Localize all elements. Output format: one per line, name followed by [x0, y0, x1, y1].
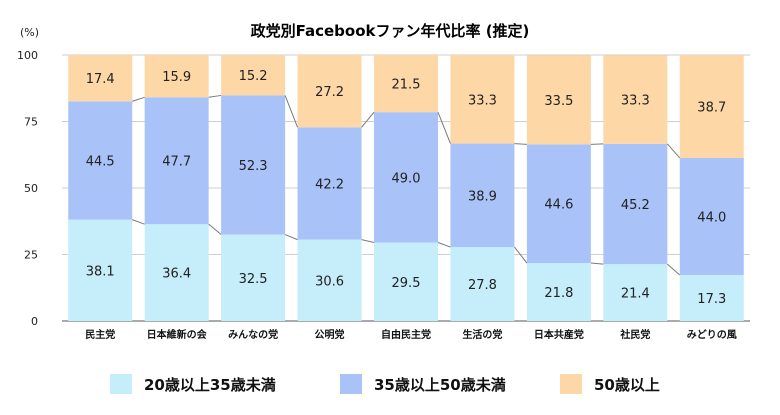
- bar-segment: [603, 264, 668, 321]
- connector-line: [361, 239, 375, 244]
- connector-line: [361, 111, 375, 128]
- bars: [68, 55, 744, 321]
- connector-line: [590, 143, 604, 145]
- connector-line: [514, 143, 527, 145]
- data-label: 17.3: [697, 292, 726, 307]
- x-tick-label: 日本維新の会: [147, 328, 207, 341]
- bar-segment: [68, 101, 133, 220]
- bar-segment: [68, 55, 133, 102]
- data-label: 27.8: [468, 278, 497, 293]
- chart-title: 政党別Facebookファン年代比率 (推定): [251, 22, 530, 40]
- y-tick-label: 0: [31, 315, 38, 328]
- data-label: 38.7: [697, 100, 726, 115]
- bar-segment: [144, 224, 209, 321]
- y-axis-unit: (%): [20, 26, 39, 39]
- legend-swatch: [560, 374, 582, 394]
- bar-segment: [450, 143, 515, 248]
- data-label: 29.5: [392, 276, 421, 291]
- bar-segment: [221, 55, 286, 96]
- bar-segment: [679, 55, 744, 158]
- x-tick-label: みんなの党: [228, 328, 278, 341]
- bar-segment: [68, 219, 133, 321]
- data-label: 44.6: [544, 198, 573, 213]
- bar-segment: [144, 55, 209, 98]
- legend-label: 35歳以上50歳未満: [374, 376, 506, 394]
- data-label: 15.9: [162, 70, 191, 85]
- legend: 20歳以上35歳未満 35歳以上50歳未満 50歳以上: [110, 374, 660, 394]
- data-label: 30.6: [315, 274, 344, 289]
- y-axis-ticks: 0 25 50 75 100: [17, 49, 38, 328]
- connector-lines: [132, 94, 681, 276]
- connector-line: [667, 263, 681, 276]
- legend-swatch: [110, 374, 132, 394]
- bar-segment: [526, 263, 591, 321]
- x-tick-label: みどりの風: [687, 328, 737, 341]
- bar-segment: [679, 157, 744, 275]
- data-label: 49.0: [392, 171, 421, 186]
- x-axis-ticks: 民主党 日本維新の会 みんなの党 公明党 自由民主党 生活の党 日本共産党 社民党 みどりの風: [85, 328, 737, 341]
- legend-label: 50歳以上: [594, 376, 660, 394]
- x-tick-label: 公明党: [315, 328, 345, 341]
- data-label: 52.3: [239, 159, 268, 174]
- bar-segment: [526, 144, 591, 264]
- bar-segment: [221, 234, 286, 321]
- x-tick-label: 民主党: [85, 328, 115, 341]
- bar-segment: [297, 239, 362, 321]
- data-label: 47.7: [162, 155, 191, 170]
- bar-segment: [297, 127, 362, 240]
- x-tick-label: 生活の党: [462, 328, 502, 341]
- connector-line: [666, 143, 681, 159]
- connector-line: [284, 234, 298, 241]
- data-label: 27.2: [315, 85, 344, 100]
- data-label: 45.2: [621, 198, 650, 213]
- legend-label: 20歳以上35歳未満: [144, 376, 276, 394]
- bar-segment: [603, 55, 668, 144]
- bar-segment: [297, 55, 362, 128]
- connector-line: [132, 96, 145, 102]
- bar-segment: [526, 55, 591, 145]
- data-label: 21.4: [621, 287, 650, 302]
- y-tick-label: 25: [24, 249, 38, 262]
- bar-segment: [450, 55, 515, 144]
- data-label: 33.3: [468, 93, 497, 108]
- legend-swatch: [340, 374, 362, 394]
- y-tick-label: 50: [24, 182, 38, 195]
- data-label: 38.1: [86, 264, 115, 279]
- connector-line: [437, 112, 451, 144]
- data-label: 36.4: [162, 267, 191, 282]
- data-label: 38.9: [468, 189, 497, 204]
- connector-line: [208, 94, 222, 98]
- connector-line: [284, 95, 299, 128]
- bar-segment: [374, 112, 438, 243]
- data-label: 33.3: [621, 94, 650, 109]
- data-label: 21.8: [544, 286, 573, 301]
- data-label: 42.2: [315, 177, 344, 192]
- bar-segment: [450, 247, 515, 321]
- data-label: 44.5: [86, 154, 115, 169]
- x-tick-label: 自由民主党: [381, 328, 431, 341]
- bar-segment: [374, 55, 438, 113]
- y-tick-label: 75: [24, 116, 38, 129]
- y-tick-label: 100: [17, 49, 38, 62]
- data-label: 21.5: [392, 78, 421, 93]
- data-label: 15.2: [239, 69, 268, 84]
- bar-segment: [374, 242, 438, 321]
- connector-line: [208, 223, 222, 235]
- data-label: 32.5: [239, 272, 268, 287]
- data-label: 33.5: [544, 94, 573, 109]
- x-tick-label: 社民党: [619, 328, 650, 341]
- connector-line: [437, 242, 451, 248]
- connector-line: [132, 219, 145, 225]
- bar-segment: [679, 274, 744, 321]
- data-label: 44.0: [697, 210, 726, 225]
- connector-line: [590, 262, 604, 265]
- bar-segment: [603, 143, 668, 265]
- bar-segment: [144, 97, 209, 225]
- data-labels: 38.1 44.5 17.4 36.4 47.7 15.9 32.5 52.3 15.2 30.6…: [86, 69, 727, 307]
- connector-line: [514, 246, 528, 264]
- data-label: 17.4: [86, 72, 115, 87]
- x-tick-label: 日本共産党: [534, 328, 584, 341]
- bar-segment: [221, 95, 286, 235]
